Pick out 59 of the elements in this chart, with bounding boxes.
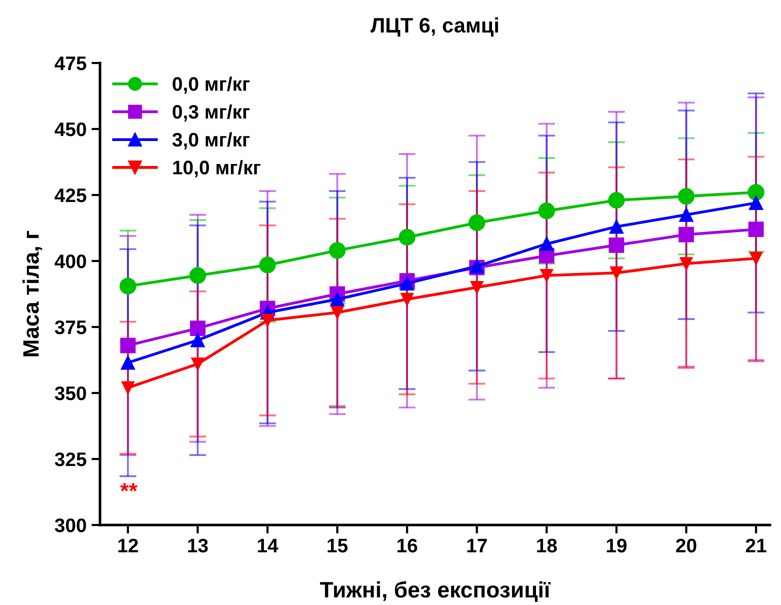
point — [400, 276, 414, 291]
point — [120, 356, 135, 370]
point — [540, 236, 554, 251]
point — [400, 292, 414, 306]
point — [120, 278, 136, 294]
point — [328, 242, 346, 259]
x-tick-label: 18 — [537, 538, 557, 552]
point — [261, 314, 274, 327]
y-tick-label: 300 — [54, 518, 86, 532]
point — [608, 192, 625, 209]
point — [748, 222, 764, 238]
point — [748, 196, 764, 210]
x-axis-title: Тижні, без експозиції — [320, 581, 551, 602]
point — [678, 188, 695, 205]
x-tick-label: 21 — [746, 538, 766, 552]
point — [190, 333, 205, 348]
point — [259, 256, 276, 274]
x-tick-label: 14 — [258, 538, 278, 552]
point — [608, 237, 624, 253]
y-tick-label: 425 — [54, 188, 86, 202]
point — [468, 214, 486, 232]
x-tick-label: 15 — [328, 538, 348, 552]
point — [610, 266, 623, 280]
point — [748, 184, 764, 201]
x-tick-label: 12 — [118, 538, 138, 552]
chart-title: ЛЦТ 6, самці — [370, 17, 498, 37]
point — [121, 381, 134, 394]
point — [189, 267, 206, 284]
point — [190, 320, 206, 336]
y-tick-label: 450 — [54, 122, 86, 136]
y-axis-title: Маса тіла, г — [22, 230, 42, 356]
legend-label: 3,0 мг/кг — [172, 132, 250, 150]
point — [538, 202, 555, 220]
annotation: ** — [120, 483, 138, 492]
point — [398, 228, 416, 246]
y-tick-label: 325 — [54, 452, 86, 466]
point — [330, 292, 344, 306]
legend-label: 0,3 мг/кг — [172, 104, 250, 122]
x-tick-label: 20 — [676, 538, 696, 552]
y-tick-label: 375 — [54, 320, 86, 334]
point — [191, 358, 204, 370]
x-tick-label: 16 — [397, 538, 418, 552]
x-tick-label: 19 — [606, 538, 627, 552]
y-tick-label: 475 — [54, 56, 86, 70]
point — [609, 220, 624, 234]
y-tick-label: 350 — [54, 386, 86, 400]
point — [678, 226, 694, 242]
point — [540, 269, 554, 282]
point — [120, 338, 136, 354]
x-tick-label: 17 — [467, 538, 487, 552]
y-tick-label: 400 — [54, 254, 86, 268]
legend-label: 0,0 мг/кг — [172, 76, 250, 94]
point — [470, 280, 484, 294]
point — [750, 252, 762, 265]
x-tick-label: 13 — [188, 538, 208, 553]
point — [680, 257, 693, 270]
legend-label: 10,0 мг/кг — [173, 160, 260, 178]
point — [679, 208, 694, 222]
point — [330, 306, 344, 319]
